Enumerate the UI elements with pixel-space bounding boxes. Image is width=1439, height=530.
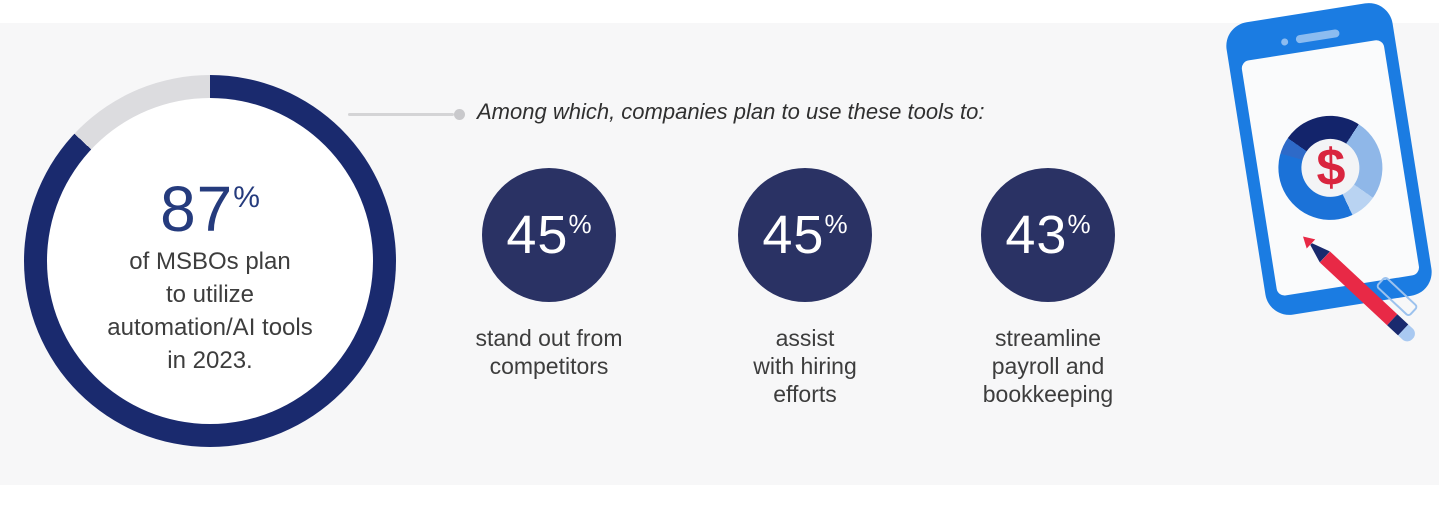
hero-donut-label: 87% of MSBOs plan to utilize automation/… [47,98,373,424]
stat-percent-sign: % [1067,209,1091,239]
stat-caption-line: competitors [489,353,609,379]
hero-donut-chart: 87% of MSBOs plan to utilize automation/… [24,75,396,447]
stat-caption-line: payroll and [991,353,1105,379]
hero-value: 87% [47,170,373,241]
section-heading: Among which, companies plan to use these… [477,99,985,124]
connector-line [348,109,465,120]
hero-value-number: 87 [160,172,234,245]
stat-caption: streamline payroll and bookkeeping [928,324,1168,408]
stat-caption-line: efforts [773,381,837,407]
stat-caption-line: stand out from [475,325,623,351]
hero-caption-line: of MSBOs plan [129,247,291,275]
stat-value-number: 45 [506,205,569,265]
hero-caption-line: automation/AI tools [107,313,313,341]
hero-percent-sign: % [233,180,260,214]
stat-block-competitors: 45% stand out from competitors [429,168,669,380]
stat-value: 45% [762,208,847,262]
stat-block-hiring: 45% assist with hiring efforts [685,168,925,408]
stat-caption-line: assist [775,325,835,351]
stat-value-number: 45 [762,205,825,265]
camera-dot-icon [1280,37,1289,47]
stat-value: 45% [506,208,591,262]
stat-value: 43% [1005,208,1090,262]
stat-percent-sign: % [824,209,848,239]
donut-hole: $ [1297,134,1364,202]
hero-caption-line: to utilize [165,280,255,308]
connector-dot [454,109,465,120]
stat-caption-line: with hiring [753,353,857,379]
stat-caption: assist with hiring efforts [685,324,925,408]
stat-circle: 43% [981,168,1115,302]
hero-caption-line: in 2023. [167,346,253,374]
stat-caption: stand out from competitors [429,324,669,380]
dollar-sign-icon: $ [1315,138,1346,198]
stat-caption-line: streamline [994,325,1102,351]
stat-value-number: 43 [1005,205,1068,265]
stat-percent-sign: % [568,209,592,239]
speaker-bar-icon [1295,28,1341,44]
stat-circle: 45% [482,168,616,302]
stat-caption-line: bookkeeping [982,381,1114,407]
dollar-donut-chart-icon: $ [1270,108,1390,228]
stat-block-payroll: 43% streamline payroll and bookkeeping [928,168,1168,408]
stat-circle: 45% [738,168,872,302]
